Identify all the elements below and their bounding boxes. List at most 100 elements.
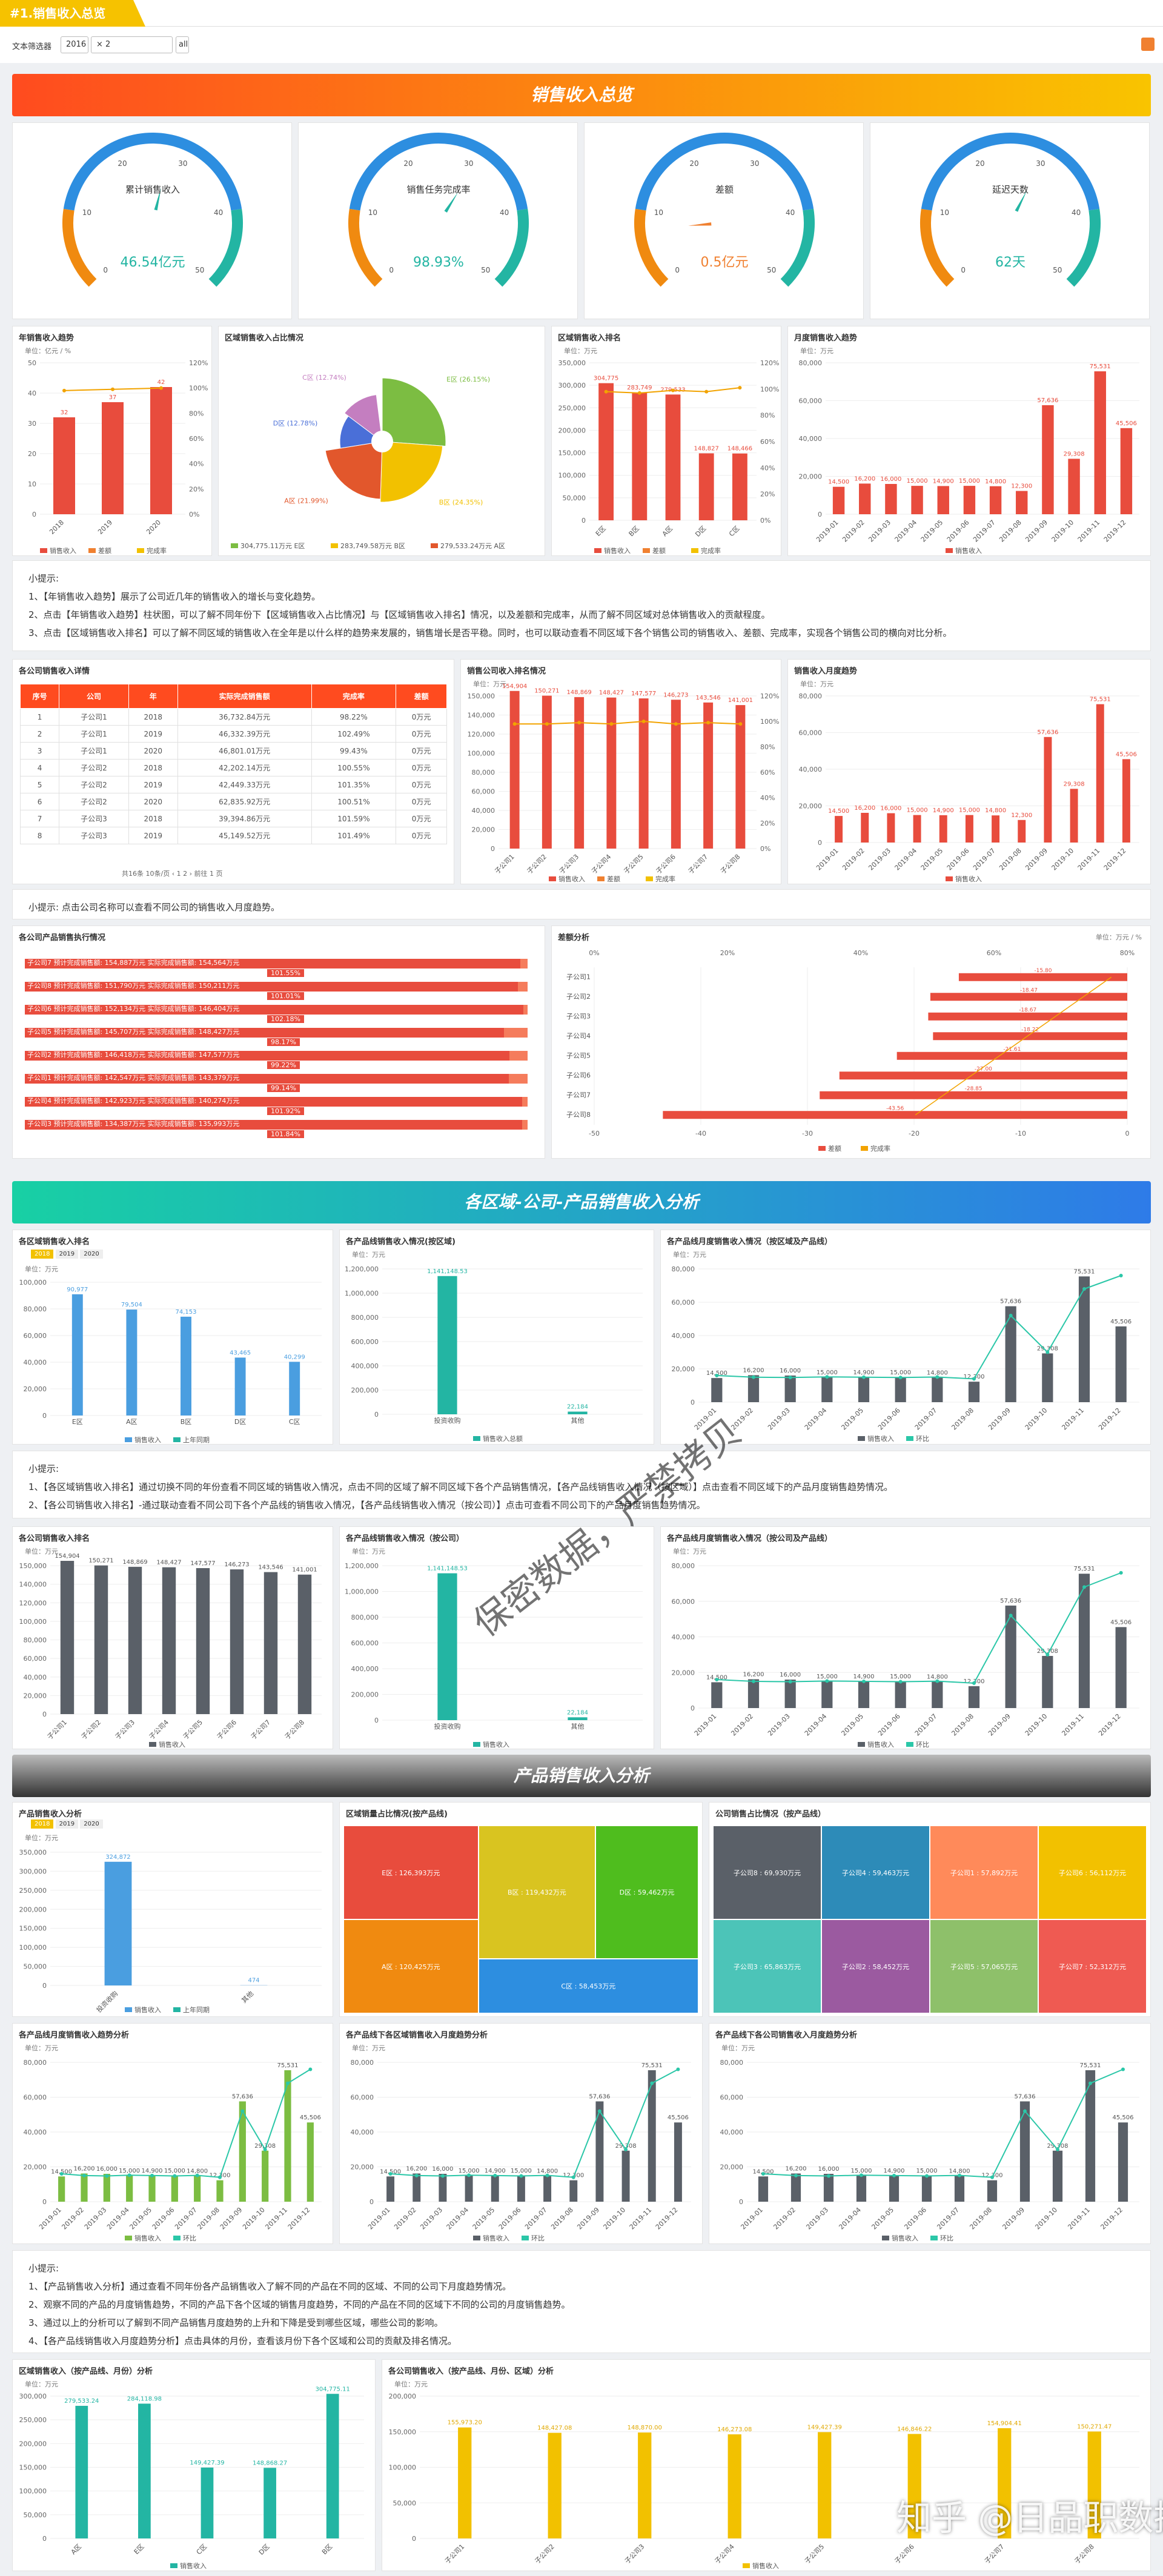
select-all-button[interactable]: all: [176, 36, 189, 53]
gauge-chart[interactable]: 0 10 20 30 40 50 差额 0.5亿元: [585, 123, 864, 320]
treemap-cell[interactable]: 子公司2 : 58,452万元: [821, 1919, 930, 2013]
completion-bar[interactable]: [25, 1028, 505, 1038]
completion-bar[interactable]: [25, 1120, 522, 1130]
treemap-cell[interactable]: C区 : 58,453万元: [478, 1959, 698, 2013]
value-select[interactable]: × 2: [91, 36, 173, 53]
table-header[interactable]: 序号: [19, 684, 60, 709]
monthly-trend-chart[interactable]: 0 20,000 40,000 60,000 80,000 14,500 2019-01 16…: [788, 351, 1151, 557]
gauge-arc: [1066, 208, 1101, 287]
completion-bar[interactable]: [25, 1074, 509, 1084]
r-region-rank-chart[interactable]: 0 20,000 40,000 60,000 80,000 100,000 90,977 E区…: [13, 1270, 334, 1446]
treemap-cell[interactable]: A区 : 120,425万元: [343, 1919, 479, 2013]
table-row[interactable]: 7 子公司3 2018 39,394.86万元 101.59% 0万元: [19, 810, 447, 827]
legend-swatch: [231, 543, 238, 548]
export-icon[interactable]: [1141, 38, 1155, 51]
completion-bar[interactable]: [25, 959, 521, 968]
completion-bar[interactable]: [25, 1005, 524, 1015]
data-label: 148,870.00: [628, 2425, 662, 2431]
company-monthly-chart[interactable]: 0 20,000 40,000 60,000 80,000 14,500 2019-01 16…: [788, 684, 1151, 885]
year-select[interactable]: 2016: [61, 36, 88, 53]
bar: [1115, 1326, 1127, 1402]
treemap-region[interactable]: E区 : 126,393万元 B区 : 119,432万元 D区 : 59,462万…: [343, 1826, 698, 2013]
y-tick-label: 400,000: [351, 1665, 379, 1673]
treemap-cell[interactable]: E区 : 126,393万元: [343, 1826, 479, 1919]
diff-analysis-chart[interactable]: 0% 20% 40% 60% 80% -50 -40 -30 -20 -10 0 -15.80 子公司1…: [552, 943, 1151, 1158]
table-row[interactable]: 2 子公司1 2019 46,332.39万元 102.49% 0万元: [19, 725, 447, 743]
y-tick-label: 150,000: [389, 2428, 417, 2436]
treemap-cell[interactable]: 子公司1 : 57,892万元: [930, 1826, 1038, 1919]
year-tab[interactable]: 2018: [31, 1250, 54, 1259]
treemap-cell[interactable]: 子公司3 : 65,863万元: [713, 1919, 821, 2013]
c-product-monthly-chart[interactable]: 0 20,000 40,000 60,000 80,000 14,500 2019-01 16…: [661, 1554, 1151, 1750]
treemap-company[interactable]: 子公司8 : 69,930万元 子公司4 : 59,463万元 子公司1 : 57,…: [713, 1826, 1147, 2013]
data-label: 284,118.98: [127, 2396, 162, 2402]
legend-label: 销售收入: [134, 2234, 161, 2242]
treemap-cell[interactable]: D区 : 59,462万元: [595, 1826, 698, 1959]
region-rank-chart[interactable]: 0 50,000 100,000 150,000 200,000 250,000 300,0…: [552, 351, 782, 557]
gauge-tick: 40: [214, 208, 223, 217]
table-header[interactable]: 实际完成销售额: [177, 684, 312, 709]
table-header[interactable]: 公司: [59, 684, 129, 709]
table-header[interactable]: 差额: [396, 684, 447, 709]
gauge-tick: 30: [178, 159, 187, 168]
year-tab[interactable]: 2018: [31, 1819, 54, 1829]
gauge-card: 0 10 20 30 40 50 延迟天数 62天: [870, 122, 1150, 319]
p-company-monthly-chart[interactable]: 0 20,000 40,000 60,000 80,000 14,500 2019-01 16…: [709, 2050, 1151, 2244]
completion-bar[interactable]: [25, 1051, 509, 1061]
treemap-cell[interactable]: 子公司6 : 56,112万元: [1038, 1826, 1147, 1919]
treemap-cell[interactable]: 子公司5 : 57,065万元: [930, 1919, 1038, 2013]
gauge-chart[interactable]: 0 10 20 30 40 50 延迟天数 62天: [870, 123, 1150, 320]
table-row[interactable]: 4 子公司2 2018 42,202.14万元 100.55% 0万元: [19, 759, 447, 776]
table-row[interactable]: 8 子公司3 2019 45,149.52万元 101.49% 0万元: [19, 827, 447, 844]
treemap-cell[interactable]: 子公司4 : 59,463万元: [821, 1826, 930, 1919]
treemap-cell[interactable]: 子公司8 : 69,930万元: [713, 1826, 821, 1919]
data-label: 14,900: [853, 1369, 875, 1376]
table-header[interactable]: 完成率: [311, 684, 397, 709]
region-share-pie[interactable]: E区 (26.15%) B区 (24.35%) A区 (21.99%) D区 (12.…: [219, 351, 546, 557]
table-row[interactable]: 3 子公司1 2020 46,801.01万元 99.43% 0万元: [19, 742, 447, 760]
c-product-company-chart[interactable]: 0 200,000 400,000 600,000 800,000 1,000,000 1,…: [340, 1554, 655, 1750]
treemap-cell[interactable]: B区 : 119,432万元: [478, 1826, 596, 1959]
r-product-monthly-chart[interactable]: 020,00040,00060,00080,00014,5002019-0116…: [661, 1257, 1151, 1445]
completion-bar[interactable]: [25, 1097, 523, 1107]
year-tab[interactable]: 2019: [55, 1819, 79, 1829]
c-company-rank-chart[interactable]: 0 20,000 40,000 60,000 80,000 100,000 120,000 1…: [13, 1554, 334, 1750]
gauge-arc: [780, 208, 815, 287]
gauge-arc: [494, 208, 529, 287]
treemap-cell[interactable]: 子公司7 : 52,312万元: [1038, 1919, 1147, 2013]
p-product-chart[interactable]: 0 50,000 100,000 150,000 200,000 250,000 300,0…: [13, 1840, 334, 2016]
x-tick-label: -50: [589, 1130, 600, 1137]
x-tick-label: 2019-01: [693, 1712, 718, 1738]
y-tick-label: 1,000,000: [345, 1290, 379, 1297]
table-row[interactable]: 1 子公司1 2018 36,732.84万元 98.22% 0万元: [19, 708, 447, 726]
final-region-chart[interactable]: 0 50,000 100,000 150,000 200,000 250,000 300,0…: [13, 2384, 376, 2572]
y-tick-label: 80,000: [672, 1562, 695, 1570]
tab-sales-overview[interactable]: #1.销售收入总览: [0, 0, 145, 27]
year-tab[interactable]: 2020: [80, 1819, 103, 1829]
table-pager[interactable]: 共16条 10条/页 ‹ 1 2 › 前往 1 页: [122, 870, 223, 878]
gauge-chart[interactable]: 0 10 20 30 40 50 销售任务完成率 98.93%: [299, 123, 578, 320]
x-tick-label: 2019-05: [128, 2206, 153, 2231]
p-region-monthly-chart[interactable]: 0 20,000 40,000 60,000 80,000 14,500 2019-01 16…: [340, 2050, 703, 2244]
y-tick-label: 200,000: [351, 1386, 379, 1394]
table-header[interactable]: 年: [128, 684, 178, 709]
y-tick-label: 150,000: [19, 1562, 47, 1570]
completion-bar[interactable]: [25, 982, 518, 992]
x-tick-label: 子公司7: [250, 1718, 272, 1741]
gauge-chart[interactable]: 0 10 20 30 40 50 累计销售收入 46.54亿元: [13, 123, 293, 320]
treemap-company-title: 公司销售占比情况（按产品线）: [715, 1810, 826, 1819]
gauge-pointer: [688, 222, 712, 226]
y-tick-label: 子公司4: [566, 1032, 591, 1040]
r-product-region-chart[interactable]: 0 200,000 400,000 600,000 800,000 1,000,000 1,…: [340, 1257, 655, 1445]
panel-monthly-trend: 月度销售收入趋势 单位：万元 0 20,000 40,000 60,000 80,000…: [787, 326, 1151, 556]
final-company-chart[interactable]: 0 50,000 100,000 150,000 200,000 155,973.20 子公…: [382, 2384, 1151, 2572]
yearly-trend-chart[interactable]: 0 10 20 30 40 50 0% 20% 40% 60% 80% 100% 120% 32 2018 3…: [13, 351, 213, 557]
p-line-monthly-chart[interactable]: 0 20,000 40,000 60,000 80,000 14,500 2019-01 16…: [13, 2050, 334, 2244]
company-rank-chart[interactable]: 0 20,000 40,000 60,000 80,000 100,000 120,000 1…: [461, 684, 782, 885]
x-tick-label: C区: [727, 525, 741, 538]
table-row[interactable]: 5 子公司2 2019 42,449.33万元 101.35% 0万元: [19, 776, 447, 793]
table-row[interactable]: 6 子公司2 2020 62,835.92万元 100.51% 0万元: [19, 793, 447, 810]
legend-swatch: [882, 2236, 889, 2240]
year-tab[interactable]: 2020: [80, 1250, 103, 1259]
year-tab[interactable]: 2019: [55, 1250, 79, 1259]
